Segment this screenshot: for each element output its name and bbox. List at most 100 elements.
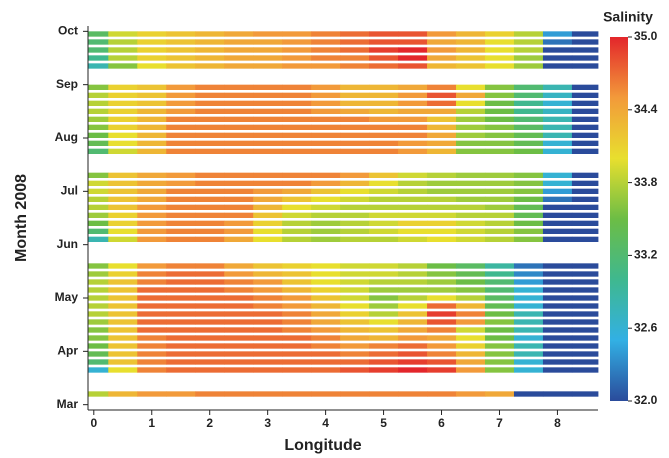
- heatmap-cell: [542, 39, 573, 45]
- heatmap-cell: [166, 204, 196, 210]
- heatmap-cell: [253, 132, 283, 138]
- heatmap-cell: [224, 351, 254, 357]
- heatmap-cell: [195, 39, 225, 45]
- heatmap-cell: [195, 236, 225, 242]
- heatmap-cell: [369, 63, 399, 69]
- heatmap-cell: [108, 204, 138, 210]
- heatmap-cell: [513, 204, 544, 210]
- heatmap-cell: [427, 116, 457, 122]
- heatmap-cell: [282, 236, 312, 242]
- heatmap-cell: [513, 335, 544, 341]
- heatmap-cell: [311, 311, 341, 317]
- heatmap-cell: [571, 228, 599, 234]
- heatmap-cell: [542, 228, 573, 234]
- heatmap-cell: [398, 132, 428, 138]
- heatmap-cell: [456, 196, 486, 202]
- heatmap-cell: [427, 124, 457, 130]
- heatmap-cell: [369, 279, 399, 285]
- heatmap-cell: [195, 148, 225, 154]
- heatmap-cell: [195, 132, 225, 138]
- heatmap-cell: [253, 271, 283, 277]
- heatmap-cell: [513, 303, 544, 309]
- heatmap-cell: [340, 236, 370, 242]
- heatmap-cell: [195, 140, 225, 146]
- heatmap-cell: [253, 180, 283, 186]
- heatmap-cell: [166, 212, 196, 218]
- heatmap-cell: [253, 108, 283, 114]
- heatmap-cell: [513, 180, 544, 186]
- heatmap-cell: [88, 124, 109, 130]
- heatmap-cell: [571, 367, 599, 373]
- heatmap-cell: [484, 47, 515, 53]
- heatmap-cell: [571, 287, 599, 293]
- heatmap-cell: [137, 236, 167, 242]
- heatmap-cell: [224, 204, 254, 210]
- heatmap-cell: [513, 295, 544, 301]
- heatmap-cell: [137, 279, 167, 285]
- heatmap-cell: [542, 92, 573, 98]
- heatmap-cell: [456, 31, 486, 37]
- heatmap-cell: [137, 172, 167, 178]
- heatmap-cell: [340, 351, 370, 357]
- heatmap-cell: [484, 108, 515, 114]
- heatmap-cell: [542, 108, 573, 114]
- heatmap-cell: [456, 148, 486, 154]
- heatmap-cell: [311, 108, 341, 114]
- heatmap-cell: [427, 351, 457, 357]
- heatmap-cell: [427, 204, 457, 210]
- heatmap-cell: [253, 367, 283, 373]
- heatmap-cell: [542, 327, 573, 333]
- heatmap-cell: [427, 311, 457, 317]
- heatmap-cell: [513, 212, 544, 218]
- colorbar-tick-label: 33.8: [634, 175, 658, 189]
- heatmap-cell: [166, 311, 196, 317]
- heatmap-cell: [253, 343, 283, 349]
- heatmap-cell: [571, 236, 599, 242]
- heatmap-cell: [224, 236, 254, 242]
- heatmap-cell: [195, 47, 225, 53]
- heatmap-cell: [88, 100, 109, 106]
- heatmap-cell: [88, 351, 109, 357]
- heatmap-cell: [195, 295, 225, 301]
- heatmap-cell: [513, 220, 544, 226]
- heatmap-cell: [484, 84, 515, 90]
- heatmap-cell: [88, 188, 109, 194]
- heatmap-cell: [137, 295, 167, 301]
- heatmap-cell: [398, 351, 428, 357]
- heatmap-cell: [108, 108, 138, 114]
- heatmap-cell: [456, 311, 486, 317]
- heatmap-cell: [369, 204, 399, 210]
- heatmap-cell: [253, 335, 283, 341]
- heatmap-cell: [513, 55, 544, 61]
- heatmap-cell: [369, 319, 399, 325]
- heatmap-cell: [137, 367, 167, 373]
- heatmap-cell: [571, 116, 599, 122]
- heatmap-cell: [340, 263, 370, 269]
- heatmap-cell: [340, 84, 370, 90]
- heatmap-cell: [166, 148, 196, 154]
- heatmap-cell: [311, 220, 341, 226]
- heatmap-cell: [340, 319, 370, 325]
- heatmap-cell: [427, 132, 457, 138]
- heatmap-cell: [340, 108, 370, 114]
- heatmap-cell: [369, 92, 399, 98]
- heatmap-cell: [253, 84, 283, 90]
- heatmap-cell: [369, 47, 399, 53]
- heatmap-cell: [369, 343, 399, 349]
- heatmap-cell: [282, 271, 312, 277]
- heatmap-cell: [224, 303, 254, 309]
- heatmap-cell: [513, 279, 544, 285]
- x-tick-label: 3: [264, 416, 271, 430]
- heatmap-cell: [166, 287, 196, 293]
- heatmap-cell: [427, 47, 457, 53]
- heatmap-cell: [88, 148, 109, 154]
- heatmap-cell: [88, 303, 109, 309]
- heatmap-cell: [166, 108, 196, 114]
- heatmap-cell: [369, 172, 399, 178]
- heatmap-cell: [542, 271, 573, 277]
- heatmap-cell: [311, 124, 341, 130]
- heatmap-cell: [88, 39, 109, 45]
- heatmap-cell: [542, 311, 573, 317]
- heatmap-cell: [398, 31, 428, 37]
- heatmap-cell: [195, 212, 225, 218]
